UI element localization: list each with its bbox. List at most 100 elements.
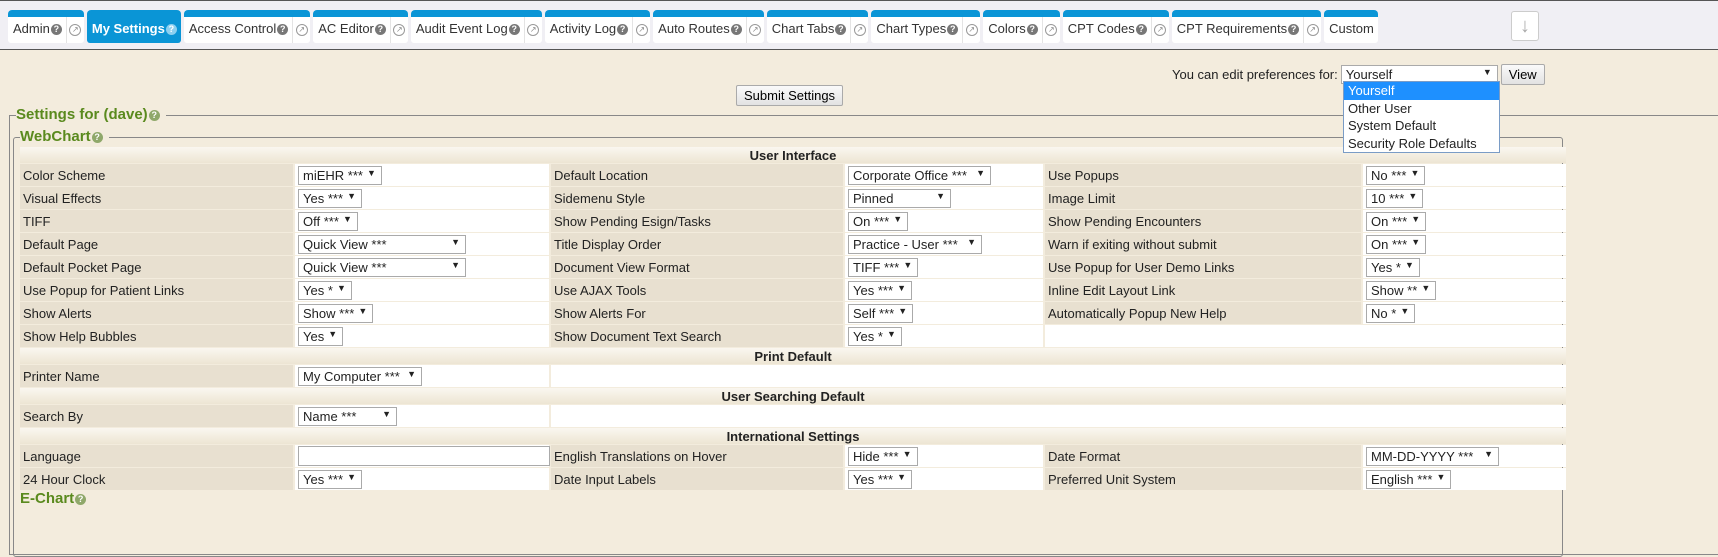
tab-chart-tabs[interactable]: Chart Tabs? ↗ bbox=[766, 10, 869, 43]
chevron-down-icon: ▼ bbox=[1410, 167, 1420, 178]
setting-select[interactable]: Practice - User *** ▼ bbox=[848, 234, 982, 254]
help-icon[interactable]: ? bbox=[1026, 24, 1038, 35]
setting-select[interactable]: Corporate Office *** ▼ bbox=[848, 165, 991, 185]
dropdown-option[interactable]: Other User bbox=[1348, 100, 1412, 116]
selected-value: Show *** bbox=[303, 305, 355, 321]
setting-select[interactable]: Hide *** ▼ bbox=[848, 446, 918, 466]
setting-select[interactable]: On *** ▼ bbox=[1366, 234, 1427, 254]
help-icon[interactable]: ? bbox=[165, 24, 177, 35]
tab-access-control[interactable]: Access Control? ↗ bbox=[183, 10, 311, 43]
popout-button[interactable]: ↗ bbox=[65, 17, 84, 43]
chevron-down-icon: ▼ bbox=[347, 471, 356, 482]
help-icon[interactable]: ? bbox=[617, 24, 629, 35]
popout-button[interactable]: ↗ bbox=[850, 17, 868, 43]
tab-audit-event-log[interactable]: Audit Event Log? ↗ bbox=[410, 10, 542, 43]
popout-button[interactable]: ↗ bbox=[523, 17, 542, 43]
empty-cell bbox=[551, 365, 1567, 387]
chevron-down-icon: ▼ bbox=[342, 213, 352, 224]
setting-select[interactable]: Yes *** ▼ bbox=[298, 188, 362, 208]
help-icon[interactable]: ? bbox=[50, 24, 62, 35]
setting-select[interactable]: Yes *** ▼ bbox=[848, 469, 912, 489]
scroll-down-button[interactable]: ↓ bbox=[1511, 11, 1539, 41]
setting-select[interactable]: 10 *** ▼ bbox=[1366, 188, 1424, 208]
setting-select[interactable]: Pinned ▼ bbox=[848, 188, 951, 208]
popout-button[interactable]: ↗ bbox=[1041, 17, 1060, 43]
help-icon[interactable]: ? bbox=[75, 494, 87, 505]
section-header: Print Default bbox=[20, 348, 1567, 364]
help-icon[interactable]: ? bbox=[1288, 24, 1300, 35]
chevron-down-icon: ▼ bbox=[936, 190, 945, 201]
popout-icon: ↗ bbox=[1306, 24, 1319, 36]
tab-colors[interactable]: Colors? ↗ bbox=[983, 10, 1060, 43]
dropdown-option[interactable]: Yourself bbox=[1344, 82, 1499, 100]
tab-cpt-requirements[interactable]: CPT Requirements? ↗ bbox=[1171, 10, 1322, 43]
tab-activity-log[interactable]: Activity Log? ↗ bbox=[544, 10, 651, 43]
popout-button[interactable]: ↗ bbox=[389, 17, 408, 43]
dropdown-option[interactable]: System Default bbox=[1348, 118, 1437, 133]
language-input[interactable] bbox=[298, 446, 550, 466]
help-icon[interactable]: ? bbox=[91, 132, 103, 143]
popout-button[interactable]: ↗ bbox=[745, 17, 764, 43]
empty-cell bbox=[1045, 325, 1567, 347]
settings-row: Use Popup for Patient Links Yes * ▼ Use AJA… bbox=[20, 279, 1567, 301]
setting-label: Use Popups bbox=[1045, 164, 1361, 186]
setting-select[interactable]: miEHR *** ▼ bbox=[298, 165, 382, 185]
setting-select[interactable]: Yes * ▼ bbox=[848, 326, 902, 346]
setting-select[interactable]: On *** ▼ bbox=[848, 211, 909, 231]
tab-my-settings[interactable]: My Settings? bbox=[86, 10, 181, 43]
setting-select[interactable]: MM-DD-YYYY *** ▼ bbox=[1366, 446, 1499, 466]
help-icon[interactable]: ? bbox=[277, 24, 289, 35]
chevron-down-icon: ▼ bbox=[451, 236, 460, 247]
setting-select[interactable]: Yes ▼ bbox=[298, 326, 344, 346]
submit-settings-button[interactable]: Submit Settings bbox=[736, 85, 844, 106]
settings-row: Color Scheme miEHR *** ▼ Default Location Co… bbox=[20, 164, 1567, 186]
setting-label: Show Pending Encounters bbox=[1045, 210, 1361, 232]
setting-select[interactable]: Self *** ▼ bbox=[848, 303, 914, 323]
help-icon[interactable]: ? bbox=[148, 110, 160, 121]
view-button[interactable]: View bbox=[1500, 64, 1545, 85]
help-icon[interactable]: ? bbox=[374, 24, 386, 35]
setting-select[interactable]: No * ▼ bbox=[1366, 303, 1416, 323]
popout-button[interactable]: ↗ bbox=[962, 17, 980, 43]
setting-select[interactable]: Name *** ▼ bbox=[298, 406, 397, 426]
popout-button[interactable]: ↗ bbox=[1303, 17, 1321, 43]
setting-select[interactable]: TIFF *** ▼ bbox=[848, 257, 919, 277]
setting-select[interactable]: Quick View *** ▼ bbox=[298, 234, 466, 254]
setting-select[interactable]: My Computer *** ▼ bbox=[298, 366, 422, 386]
setting-select[interactable]: Yes *** ▼ bbox=[298, 469, 362, 489]
setting-label: Date Input Labels bbox=[551, 468, 843, 490]
help-icon[interactable]: ? bbox=[508, 24, 520, 35]
help-icon[interactable]: ? bbox=[947, 24, 959, 35]
setting-select[interactable]: English *** ▼ bbox=[1366, 469, 1452, 489]
tab-ac-editor[interactable]: AC Editor? ↗ bbox=[313, 10, 408, 43]
selected-value: Yourself bbox=[1345, 67, 1393, 82]
tab-label: My Settings? bbox=[87, 17, 181, 43]
setting-select[interactable]: Yes * ▼ bbox=[298, 280, 352, 300]
setting-select[interactable]: On *** ▼ bbox=[1366, 211, 1427, 231]
setting-select[interactable]: Show *** ▼ bbox=[298, 303, 374, 323]
tab-label: Chart Types? bbox=[871, 17, 962, 43]
setting-select[interactable]: Yes * ▼ bbox=[1366, 257, 1420, 277]
tab-admin[interactable]: Admin? ↗ bbox=[8, 10, 84, 43]
tab-custom[interactable]: Custom bbox=[1324, 10, 1378, 43]
settings-row: 24 Hour Clock Yes *** ▼ Date Input Labels Ye… bbox=[20, 468, 1567, 490]
popout-button[interactable]: ↗ bbox=[292, 17, 310, 43]
selected-value: Yes *** bbox=[853, 471, 893, 487]
help-icon[interactable]: ? bbox=[1135, 24, 1147, 35]
tab-cpt-codes[interactable]: CPT Codes? ↗ bbox=[1062, 10, 1169, 43]
dropdown-option[interactable]: Security Role Defaults bbox=[1348, 135, 1477, 151]
help-icon[interactable]: ? bbox=[730, 24, 742, 35]
popout-button[interactable]: ↗ bbox=[1150, 17, 1169, 43]
setting-select[interactable]: Quick View *** ▼ bbox=[298, 257, 466, 277]
setting-label: Use Popup for User Demo Links bbox=[1045, 256, 1361, 278]
tab-chart-types[interactable]: Chart Types? ↗ bbox=[871, 10, 981, 43]
tab-auto-routes[interactable]: Auto Routes? ↗ bbox=[653, 10, 764, 43]
popout-button[interactable]: ↗ bbox=[632, 17, 650, 43]
setting-select[interactable]: Off *** ▼ bbox=[298, 211, 358, 231]
setting-label: Image Limit bbox=[1045, 187, 1361, 209]
setting-select[interactable]: Show ** ▼ bbox=[1366, 280, 1437, 300]
selected-value: miEHR *** bbox=[303, 167, 363, 183]
setting-select[interactable]: Yes *** ▼ bbox=[848, 280, 912, 300]
setting-select[interactable]: No *** ▼ bbox=[1366, 165, 1426, 185]
help-icon[interactable]: ? bbox=[835, 24, 847, 35]
